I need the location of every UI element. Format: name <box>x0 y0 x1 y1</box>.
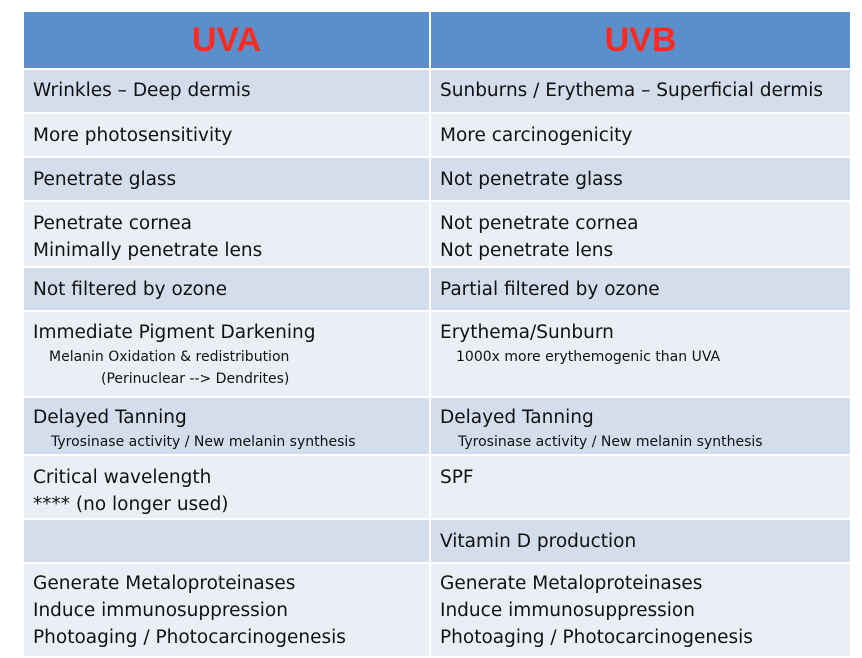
uvb-cell-line: Partial filtered by ozone <box>440 279 660 300</box>
uva-cell-line: Induce immunosuppression <box>33 600 288 621</box>
uvb-cell-line: Generate Metaloproteinases <box>440 573 703 594</box>
uva-cell-line: Generate Metaloproteinases <box>33 573 296 594</box>
uvb-cell-line: SPF <box>440 467 474 488</box>
uvb-cell-line: Not penetrate lens <box>440 240 614 261</box>
uvb-cell-line: Delayed Tanning <box>440 407 594 428</box>
uva-cell-line: Delayed Tanning <box>33 407 187 428</box>
header-row: UVA UVB <box>24 12 850 70</box>
uvb-cell: SPF <box>430 455 850 520</box>
uva-cell-line: More photosensitivity <box>33 125 233 146</box>
uvb-cell: Sunburns / Erythema – Superficial dermis <box>430 69 850 114</box>
uva-cell: Penetrate cornea Minimally penetrate lens <box>24 201 431 268</box>
table-row: Penetrate glass Not penetrate glass <box>24 157 850 202</box>
uvb-cell-subline: 1000x more erythemogenic than UVA <box>456 349 721 365</box>
uva-cell: Wrinkles – Deep dermis <box>24 69 431 114</box>
uvb-cell: Not penetrate cornea Not penetrate lens <box>430 201 850 268</box>
uva-cell: Critical wavelength **** (no longer used… <box>24 455 431 520</box>
uva-cell-line: Immediate Pigment Darkening <box>33 322 316 343</box>
uva-cell-line: Wrinkles – Deep dermis <box>33 80 251 101</box>
uva-cell-subline: Melanin Oxidation & redistribution <box>49 349 290 365</box>
uva-cell: Generate Metaloproteinases Induce immunos… <box>24 563 431 658</box>
uva-cell-subline: (Perinuclear --> Dendrites) <box>101 371 290 387</box>
uvb-cell-line: Induce immunosuppression <box>440 600 695 621</box>
uvb-cell-line: Photoaging / Photocarcinogenesis <box>440 627 753 648</box>
table-row: Critical wavelength **** (no longer used… <box>24 455 850 520</box>
header-uva: UVA <box>24 12 431 70</box>
table-row: Immediate Pigment Darkening Melanin Oxida… <box>24 311 850 398</box>
uvb-cell: Partial filtered by ozone <box>430 267 850 312</box>
uva-cell-line: Penetrate cornea <box>33 213 192 234</box>
uva-cell: Immediate Pigment Darkening Melanin Oxida… <box>24 311 431 398</box>
uvb-cell-line: Erythema/Sunburn <box>440 322 614 343</box>
uvb-cell: More carcinogenicity <box>430 113 850 158</box>
uvb-cell-subline: Tyrosinase activity / New melanin synthe… <box>458 434 763 450</box>
uva-cell <box>24 519 431 564</box>
table-body: Wrinkles – Deep dermis Sunburns / Erythem… <box>24 69 850 658</box>
uva-cell: Not filtered by ozone <box>24 267 431 312</box>
uva-cell-line: Critical wavelength <box>33 467 212 488</box>
table-row: More photosensitivity More carcinogenicit… <box>24 113 850 158</box>
uva-cell-line: **** (no longer used) <box>33 494 229 515</box>
uvb-cell: Not penetrate glass <box>430 157 850 202</box>
uva-cell-line: Minimally penetrate lens <box>33 240 263 261</box>
uvb-cell-line: Not penetrate glass <box>440 169 623 190</box>
header-uvb: UVB <box>430 12 850 70</box>
uvb-cell: Erythema/Sunburn 1000x more erythemogenic… <box>430 311 850 398</box>
uva-cell: Delayed Tanning Tyrosinase activity / New… <box>24 397 431 456</box>
uvb-cell-line: Sunburns / Erythema – Superficial dermis <box>440 80 823 101</box>
uva-cell: More photosensitivity <box>24 113 431 158</box>
uvb-cell-line: More carcinogenicity <box>440 125 633 146</box>
uva-cell: Penetrate glass <box>24 157 431 202</box>
table-row: Vitamin D production <box>24 519 850 564</box>
table-row: Not filtered by ozone Partial filtered by… <box>24 267 850 312</box>
table-row: Wrinkles – Deep dermis Sunburns / Erythem… <box>24 69 850 114</box>
table-row: Generate Metaloproteinases Induce immunos… <box>24 563 850 658</box>
uva-cell-line: Penetrate glass <box>33 169 177 190</box>
uva-cell-subline: Tyrosinase activity / New melanin synthe… <box>51 434 356 450</box>
uvb-cell-line: Vitamin D production <box>440 531 637 552</box>
uvb-cell: Vitamin D production <box>430 519 850 564</box>
uvb-cell: Generate Metaloproteinases Induce immunos… <box>430 563 850 658</box>
table-row: Delayed Tanning Tyrosinase activity / New… <box>24 397 850 456</box>
uva-cell-line: Photoaging / Photocarcinogenesis <box>33 627 346 648</box>
uva-uvb-comparison-table: UVA UVB Wrinkles – Deep dermis Sunburns /… <box>24 12 850 658</box>
uva-cell-line: Not filtered by ozone <box>33 279 227 300</box>
uvb-cell-line: Not penetrate cornea <box>440 213 639 234</box>
uvb-cell: Delayed Tanning Tyrosinase activity / New… <box>430 397 850 456</box>
table-row: Penetrate cornea Minimally penetrate lens… <box>24 201 850 268</box>
